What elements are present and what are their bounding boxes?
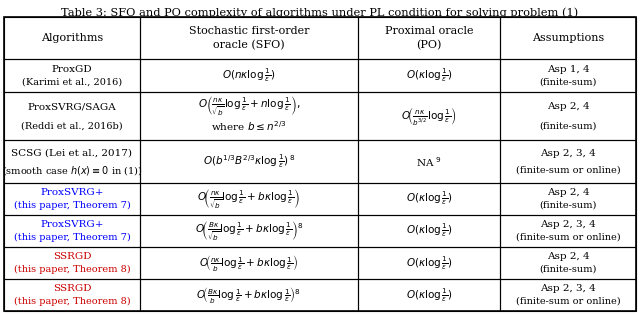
Text: ProxSVRG+: ProxSVRG+ [40,220,104,229]
Bar [500,183,636,215]
Text: SSRGD: SSRGD [52,284,91,293]
Text: $O(b^{1/3}B^{2/3}\kappa \log \frac{1}{\epsilon})^{\,8}$: $O(b^{1/3}B^{2/3}\kappa \log \frac{1}{\e… [203,153,295,170]
Text: Asp 2, 3, 4: Asp 2, 3, 4 [540,220,596,229]
Text: NA $^{9}$: NA $^{9}$ [416,155,442,169]
Text: Stochastic first-order
oracle (SFO): Stochastic first-order oracle (SFO) [189,26,309,50]
Bar [4,60,140,92]
Text: Asp 2, 3, 4: Asp 2, 3, 4 [540,149,596,158]
Bar [500,140,636,183]
Text: (finite-sum or online): (finite-sum or online) [516,233,620,242]
Text: Asp 2, 4: Asp 2, 4 [547,252,589,261]
Text: (Reddi et al., 2016b): (Reddi et al., 2016b) [21,122,123,130]
Bar [4,140,140,183]
Text: (smooth case $h(x) \equiv 0$ in (1)): (smooth case $h(x) \equiv 0$ in (1)) [2,164,142,177]
Bar [140,92,358,140]
Bar [500,247,636,279]
Text: (finite-sum): (finite-sum) [540,201,596,210]
Bar [4,279,140,311]
Bar [358,140,500,183]
Text: Asp 2, 4: Asp 2, 4 [547,102,589,111]
Bar [500,17,636,60]
Bar [140,183,358,215]
Bar [4,247,140,279]
Text: Asp 2, 4: Asp 2, 4 [547,188,589,197]
Bar [358,92,500,140]
Bar [358,60,500,92]
Bar [358,17,500,60]
Text: $O\left(\frac{n\kappa}{\sqrt{b}} \log \frac{1}{\epsilon} + n \log \frac{1}{\epsi: $O\left(\frac{n\kappa}{\sqrt{b}} \log \f… [198,95,300,118]
Text: $O(\kappa \log \frac{1}{\epsilon})$: $O(\kappa \log \frac{1}{\epsilon})$ [406,222,452,239]
Bar [140,17,358,60]
Text: ProxSVRG/SAGA: ProxSVRG/SAGA [28,102,116,111]
Text: $O(\kappa \log \frac{1}{\epsilon})$: $O(\kappa \log \frac{1}{\epsilon})$ [406,67,452,84]
Text: Asp 2, 3, 4: Asp 2, 3, 4 [540,284,596,293]
Text: $O(\kappa \log \frac{1}{\epsilon})$: $O(\kappa \log \frac{1}{\epsilon})$ [406,191,452,208]
Text: $O(n\kappa \log \frac{1}{\epsilon})$: $O(n\kappa \log \frac{1}{\epsilon})$ [222,67,276,84]
Text: ProxSVRG+: ProxSVRG+ [40,188,104,197]
Text: Table 3: SFO and PO complexity of algorithms under PL condition for solving prob: Table 3: SFO and PO complexity of algori… [61,7,579,18]
Text: $O\!\left(\frac{B\kappa}{\sqrt{b}} \log \frac{1}{\epsilon} + b\kappa \log \frac{: $O\!\left(\frac{B\kappa}{\sqrt{b}} \log … [195,219,303,243]
Text: (Karimi et al., 2016): (Karimi et al., 2016) [22,78,122,87]
Bar [140,279,358,311]
Text: $O(\kappa \log \frac{1}{\epsilon})$: $O(\kappa \log \frac{1}{\epsilon})$ [406,255,452,272]
Bar [140,247,358,279]
Bar [500,215,636,247]
Text: (finite-sum): (finite-sum) [540,122,596,130]
Bar [358,215,500,247]
Text: $O\!\left(\frac{B\kappa}{b} \log \frac{1}{\epsilon} + b\kappa \log \frac{1}{\eps: $O\!\left(\frac{B\kappa}{b} \log \frac{1… [196,285,301,305]
Text: $O(\kappa \log \frac{1}{\epsilon})$: $O(\kappa \log \frac{1}{\epsilon})$ [406,286,452,304]
Text: (this paper, Theorem 7): (this paper, Theorem 7) [13,233,131,242]
Text: (finite-sum or online): (finite-sum or online) [516,166,620,175]
Bar [140,60,358,92]
Text: where $b \leq n^{2/3}$: where $b \leq n^{2/3}$ [211,119,287,133]
Text: Assumptions: Assumptions [532,33,604,43]
Text: (this paper, Theorem 8): (this paper, Theorem 8) [13,297,131,306]
Bar [358,183,500,215]
Text: ProxGD: ProxGD [52,65,92,74]
Text: SSRGD: SSRGD [52,252,91,261]
Bar [140,215,358,247]
Text: $O\!\left(\frac{n\kappa}{\sqrt{b}} \log \frac{1}{\epsilon} + b\kappa \log \frac{: $O\!\left(\frac{n\kappa}{\sqrt{b}} \log … [197,187,301,211]
Text: Asp 1, 4: Asp 1, 4 [547,65,589,74]
Bar [500,92,636,140]
Text: (this paper, Theorem 7): (this paper, Theorem 7) [13,201,131,210]
Text: (finite-sum or online): (finite-sum or online) [516,297,620,306]
Bar [140,140,358,183]
Bar [500,60,636,92]
Bar [4,92,140,140]
Bar [4,215,140,247]
Text: (finite-sum): (finite-sum) [540,265,596,274]
Text: SCSG (Lei et al., 2017): SCSG (Lei et al., 2017) [12,149,132,158]
Bar [500,279,636,311]
Text: $O\!\left(\frac{n\kappa}{b^{3/2}} \log \frac{1}{\epsilon}\right)$: $O\!\left(\frac{n\kappa}{b^{3/2}} \log \… [401,105,457,127]
Text: (this paper, Theorem 8): (this paper, Theorem 8) [13,265,131,274]
Text: $O\!\left(\frac{n\kappa}{b} \log \frac{1}{\epsilon} + b\kappa \log \frac{1}{\eps: $O\!\left(\frac{n\kappa}{b} \log \frac{1… [199,253,299,273]
Text: Algorithms: Algorithms [41,33,103,43]
Bar [358,247,500,279]
Text: Proximal oracle
(PO): Proximal oracle (PO) [385,26,473,50]
Text: (finite-sum): (finite-sum) [540,78,596,87]
Bar [358,279,500,311]
Bar [4,183,140,215]
Bar [4,17,140,60]
